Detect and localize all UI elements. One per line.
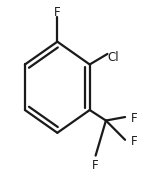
Text: F: F <box>131 112 138 125</box>
Text: F: F <box>131 135 138 148</box>
Text: F: F <box>92 159 99 172</box>
Text: Cl: Cl <box>107 51 119 64</box>
Text: F: F <box>54 6 61 19</box>
